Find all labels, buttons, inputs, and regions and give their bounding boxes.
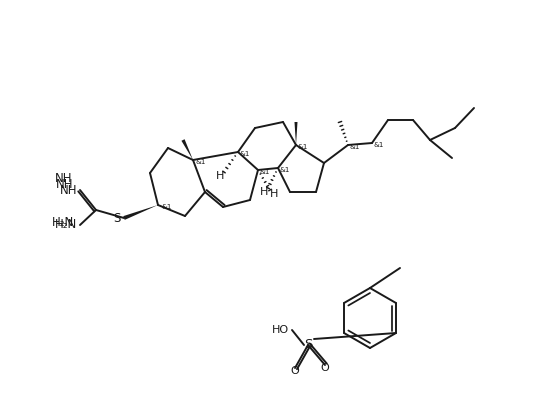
Text: &1: &1	[260, 169, 270, 175]
Text: H: H	[260, 187, 268, 197]
Text: &1: &1	[162, 204, 172, 210]
Polygon shape	[123, 205, 158, 220]
Text: &1: &1	[240, 151, 250, 157]
Text: &1: &1	[280, 167, 291, 173]
Polygon shape	[294, 122, 298, 145]
Text: H₂N: H₂N	[52, 215, 74, 229]
Text: O: O	[320, 363, 330, 373]
Text: &1: &1	[298, 144, 308, 150]
Polygon shape	[181, 139, 193, 160]
Text: S: S	[304, 338, 312, 352]
Text: NH: NH	[55, 172, 73, 184]
Text: &1: &1	[196, 159, 206, 165]
Text: &1: &1	[374, 142, 384, 148]
Text: NH: NH	[56, 178, 73, 192]
Text: &1: &1	[350, 144, 361, 150]
Text: H: H	[216, 171, 224, 181]
Text: H: H	[270, 189, 278, 199]
Text: O: O	[291, 366, 299, 376]
Text: H₂N: H₂N	[55, 219, 77, 231]
Text: S: S	[113, 211, 121, 225]
Text: HO: HO	[272, 325, 289, 335]
Text: NH: NH	[60, 184, 77, 196]
